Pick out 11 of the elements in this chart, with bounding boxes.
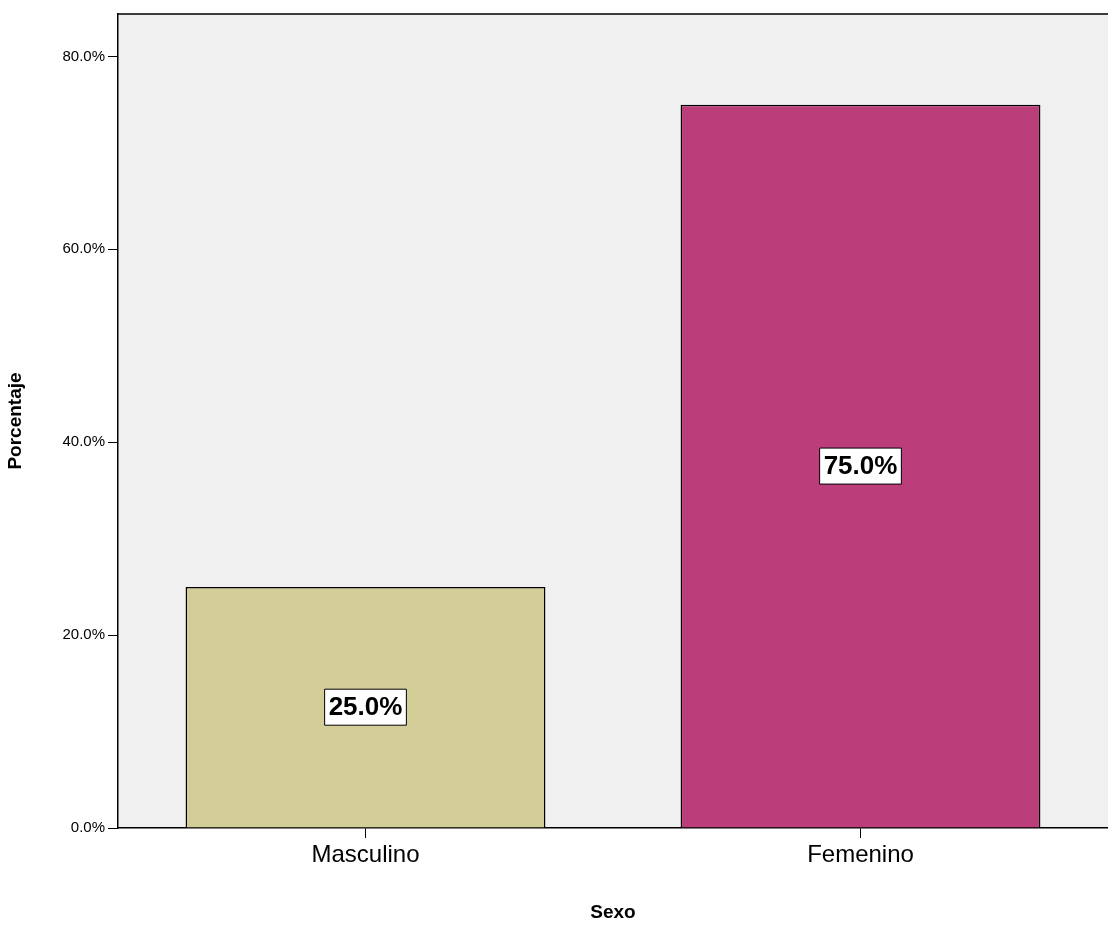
y-tick-label: 40.0% [62, 432, 105, 450]
data-label: 25.0% [328, 691, 403, 722]
x-axis-title: Sexo [590, 900, 636, 922]
y-tick-label: 60.0% [62, 239, 105, 257]
y-axis-title: Porcentaje [3, 372, 25, 470]
x-tick-label: Femenino [807, 840, 914, 868]
x-tick-label: Masculino [311, 840, 420, 868]
y-tick-label: 0.0% [70, 818, 105, 836]
y-tick-label: 20.0% [62, 625, 105, 643]
y-tick-label: 80.0% [62, 46, 105, 64]
data-label: 75.0% [823, 450, 898, 481]
